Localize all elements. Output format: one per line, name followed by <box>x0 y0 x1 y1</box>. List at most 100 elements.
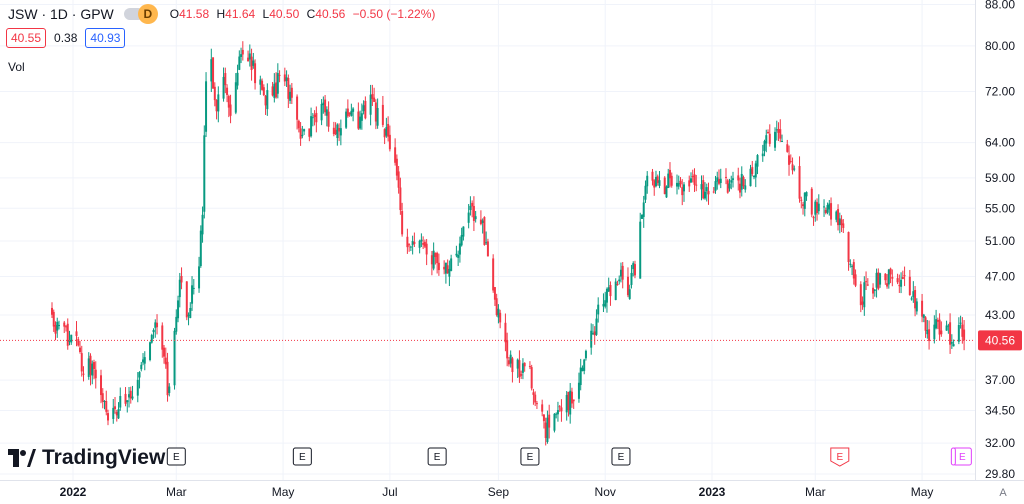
candle <box>914 286 917 317</box>
candle-body <box>728 183 731 189</box>
candle-body <box>872 287 875 294</box>
volume-label[interactable]: Vol <box>8 60 25 74</box>
low-value: 40.50 <box>269 7 300 21</box>
earnings-marker[interactable]: E <box>292 447 312 466</box>
candle <box>406 228 409 254</box>
earnings-marker[interactable]: E <box>166 447 186 466</box>
candle <box>394 138 397 166</box>
candle <box>516 358 519 378</box>
candle <box>632 261 635 277</box>
tradingview-logo[interactable]: TradingView <box>8 446 165 470</box>
candle-body <box>507 360 510 365</box>
candle-body <box>348 112 351 115</box>
candle <box>901 270 904 280</box>
candle-body <box>765 135 768 144</box>
candle-body <box>486 241 489 257</box>
symbol-title[interactable]: JSW · 1D · GPW <box>8 6 114 22</box>
candle <box>140 361 143 372</box>
candle-body <box>352 108 355 112</box>
candle <box>413 232 416 247</box>
candle-body <box>749 168 752 187</box>
candle-body <box>896 278 899 283</box>
candle <box>935 309 938 330</box>
close-value: 40.56 <box>315 7 346 21</box>
candle-body <box>935 319 938 329</box>
candle <box>397 165 400 194</box>
candle <box>57 320 60 330</box>
candle <box>644 180 647 203</box>
candle-body <box>175 316 178 332</box>
earnings-marker[interactable]: E <box>520 447 540 466</box>
candle <box>117 402 120 419</box>
candle <box>528 361 531 370</box>
candle <box>327 101 330 132</box>
candle <box>444 262 447 284</box>
candle-body <box>756 155 759 167</box>
candle-body <box>959 322 962 324</box>
candle-body <box>443 266 446 270</box>
candle <box>52 309 55 332</box>
ohlc-values: O41.58 H41.64 L40.50 C40.56 −0.50 (−1.22… <box>170 7 436 21</box>
candle-body <box>528 366 531 368</box>
candle-body <box>781 140 784 142</box>
candle-body <box>499 312 502 323</box>
earnings-marker[interactable]: E <box>830 447 850 467</box>
candle-body <box>817 203 820 212</box>
candle-body <box>296 96 299 120</box>
earnings-marker[interactable]: E <box>611 447 631 466</box>
market-status[interactable]: D <box>123 4 158 24</box>
candle-body <box>107 413 110 421</box>
price-tick-label: 64.00 <box>985 136 1015 150</box>
candle-body <box>213 86 216 101</box>
candle-body <box>227 96 230 108</box>
candle <box>252 52 255 69</box>
candle-body <box>212 57 215 89</box>
bid-button[interactable]: 40.55 <box>6 28 47 48</box>
candle <box>336 123 339 146</box>
candle-body <box>310 116 313 137</box>
candle <box>509 350 512 368</box>
candle-body <box>544 422 547 438</box>
candle-body <box>754 163 757 178</box>
candle-body <box>262 87 265 96</box>
candle <box>91 360 94 385</box>
candle <box>469 196 472 216</box>
candle-body <box>859 284 862 306</box>
candle-body <box>814 201 817 215</box>
candle-body <box>399 187 402 211</box>
candle-body <box>250 56 253 71</box>
candle-body <box>138 372 141 378</box>
candle-body <box>124 393 127 404</box>
candle <box>824 207 827 215</box>
candle-body <box>609 285 612 297</box>
time-tick-label: May <box>272 485 295 499</box>
earnings-marker[interactable]: E <box>950 447 972 466</box>
candle <box>915 298 918 315</box>
candle-body <box>406 236 409 248</box>
candle-body <box>866 284 869 286</box>
candle <box>656 174 659 186</box>
candle-body <box>63 322 66 327</box>
candle <box>891 269 894 287</box>
candle <box>215 99 218 120</box>
grid <box>0 0 975 480</box>
candle-body <box>303 129 306 132</box>
candle-body <box>791 164 794 171</box>
candle-body <box>952 344 955 347</box>
candle <box>168 383 171 397</box>
quote-row: 40.55 0.38 40.93 <box>6 28 126 48</box>
candle-body <box>126 400 129 403</box>
candle <box>921 293 924 323</box>
ask-button[interactable]: 40.93 <box>85 28 126 48</box>
candle-body <box>875 272 878 288</box>
candle-body <box>702 180 705 199</box>
candle <box>492 254 495 293</box>
candle-body <box>308 128 311 137</box>
auto-scale-button[interactable]: A <box>994 483 1012 501</box>
candle <box>830 197 833 226</box>
candle-body <box>448 268 451 277</box>
earnings-marker[interactable]: E <box>427 447 447 466</box>
candle <box>359 110 362 130</box>
candle <box>546 410 549 444</box>
